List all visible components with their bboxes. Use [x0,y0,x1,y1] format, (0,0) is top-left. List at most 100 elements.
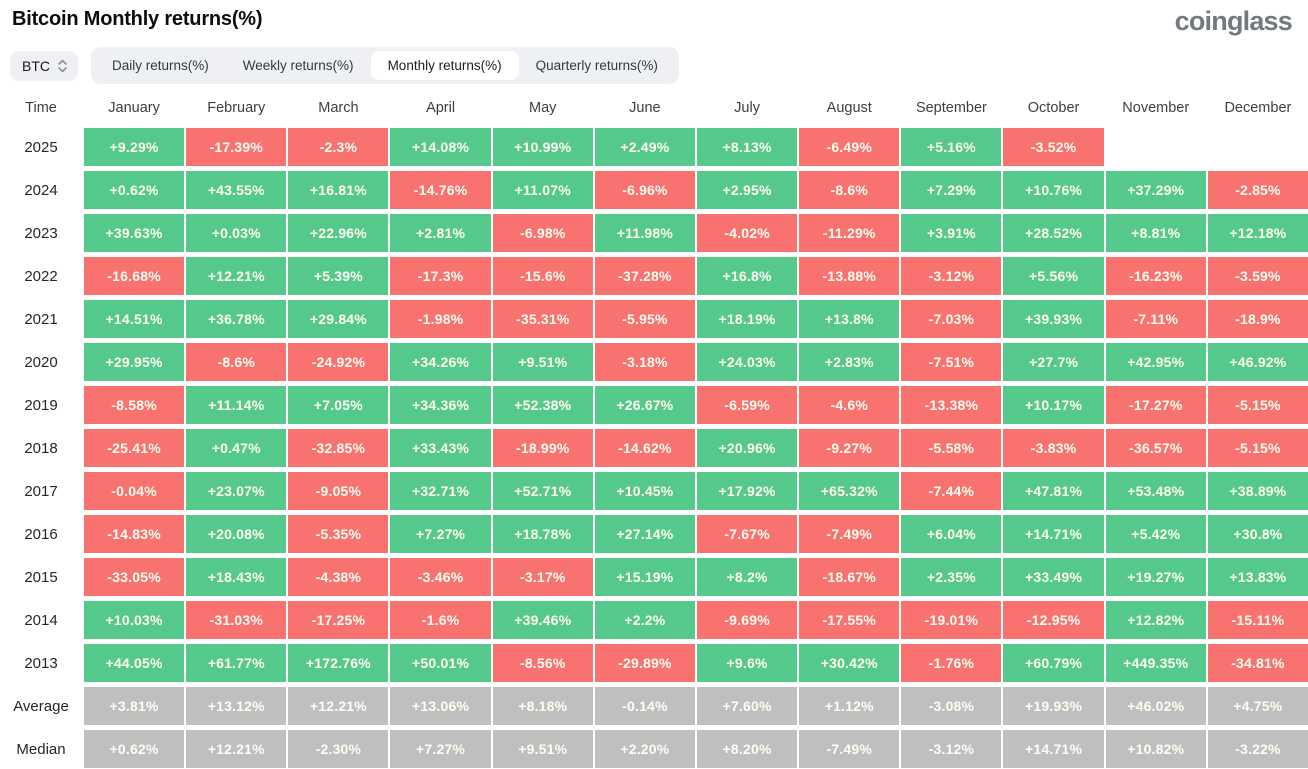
row-label-2024: 2024 [24,181,58,199]
cell-2020-september: -7.51% [901,343,1002,381]
cell-2017-december: +38.89% [1207,472,1308,510]
row-label-average: Average [13,697,69,715]
cell-median-february: +12.21% [186,730,287,768]
table-row-2016: 2016 -14.83% +20.08% -5.35% +7.27% +18.78% +27… [0,515,1308,553]
cell-2022-july: +16.8% [696,257,798,295]
cell-2017-november: +53.48% [1105,472,1206,510]
cell-2025-september: +5.16% [901,128,1002,166]
cell-2015-november: +19.27% [1105,558,1206,596]
column-header-november: November [1122,100,1190,116]
row-label-2021: 2021 [24,310,58,328]
cell-2015-september: +2.35% [901,558,1002,596]
cell-2013-january: +44.05% [84,644,185,682]
cell-2022-april: -17.3% [390,257,491,295]
cell-2017-may: +52.71% [492,472,593,510]
table-row-2023: 2023 +39.63% +0.03% +22.96% +2.81% -6.98% +11.… [0,214,1308,252]
cell-2014-december: -15.11% [1207,601,1308,639]
cell-2022-february: +12.21% [186,257,287,295]
cell-2013-september: -1.76% [901,644,1002,682]
row-label-2013: 2013 [24,654,58,672]
table-row-2024: 2024 +0.62% +43.55% +16.81% -14.76% +11.07% -6… [0,171,1308,209]
cell-2015-october: +33.49% [1003,558,1104,596]
column-header-may: May [529,100,557,116]
cell-2023-september: +3.91% [901,214,1002,252]
cell-2016-may: +18.78% [492,515,593,553]
cell-2018-may: -18.99% [492,429,593,467]
tab-weekly-returns[interactable]: Weekly returns(%) [242,58,354,73]
cell-median-june: +2.20% [594,730,695,768]
cell-2013-december: -34.81% [1207,644,1308,682]
cell-2015-may: -3.17% [492,558,593,596]
cell-2025-may: +10.99% [492,128,593,166]
tab-monthly-returns[interactable]: Monthly returns(%) [370,51,519,80]
cell-2014-september: -19.01% [901,601,1002,639]
table-row-2021: 2021 +14.51% +36.78% +29.84% -1.98% -35.31% -5… [0,300,1308,338]
cell-2021-october: +39.93% [1003,300,1104,338]
symbol-select[interactable]: BTC [10,50,78,81]
sort-updown-icon [57,58,68,74]
cell-2025-april: +14.08% [390,128,491,166]
cell-2022-october: +5.56% [1003,257,1104,295]
tab-quarterly-returns[interactable]: Quarterly returns(%) [535,58,658,73]
cell-2015-july: +8.2% [696,558,798,596]
cell-2022-march: +5.39% [288,257,389,295]
cell-average-may: +8.18% [492,687,593,725]
cell-2014-january: +10.03% [84,601,185,639]
cell-2020-july: +24.03% [696,343,798,381]
cell-2013-july: +9.6% [696,644,798,682]
cell-2019-may: +52.38% [492,386,593,424]
tab-daily-returns[interactable]: Daily returns(%) [112,58,209,73]
cell-2023-april: +2.81% [390,214,491,252]
column-header-june: June [629,100,661,116]
cell-2021-march: +29.84% [288,300,389,338]
cell-2020-november: +42.95% [1105,343,1206,381]
cell-2024-october: +10.76% [1003,171,1104,209]
row-label-2018: 2018 [24,439,58,457]
cell-2013-june: -29.89% [594,644,695,682]
cell-2015-august: -18.67% [799,558,900,596]
column-header-october: October [1027,100,1080,116]
cell-2020-january: +29.95% [84,343,185,381]
cell-2024-april: -14.76% [390,171,491,209]
cell-2022-january: -16.68% [84,257,185,295]
cell-median-march: -2.30% [288,730,389,768]
table-row-2015: 2015 -33.05% +18.43% -4.38% -3.46% -3.17% +15.… [0,558,1308,596]
column-header-march: March [318,100,359,116]
cell-2023-march: +22.96% [288,214,389,252]
page-title: Bitcoin Monthly returns(%) [12,8,263,30]
cell-2016-november: +5.42% [1105,515,1206,553]
cell-2017-october: +47.81% [1003,472,1104,510]
controls-bar: BTC Daily returns(%) Weekly returns(%) Mon… [10,47,1308,84]
cell-median-october: +14.71% [1003,730,1104,768]
cell-average-december: +4.75% [1207,687,1308,725]
table-row-2020: 2020 +29.95% -8.6% -24.92% +34.26% +9.51% -3.1… [0,343,1308,381]
cell-2021-november: -7.11% [1105,300,1206,338]
row-label-2023: 2023 [24,224,58,242]
cell-2024-march: +16.81% [288,171,389,209]
cell-2021-july: +18.19% [696,300,798,338]
cell-2024-december: -2.85% [1207,171,1308,209]
cell-2025-july: +8.13% [696,128,798,166]
column-header-april: April [426,100,456,116]
cell-median-august: -7.49% [799,730,900,768]
column-header-time: Time [25,100,57,116]
cell-2013-february: +61.77% [186,644,287,682]
cell-average-august: +1.12% [799,687,900,725]
cell-2019-february: +11.14% [186,386,287,424]
cell-average-july: +7.60% [696,687,798,725]
cell-2016-august: -7.49% [799,515,900,553]
cell-2015-december: +13.83% [1207,558,1308,596]
cell-2015-april: -3.46% [390,558,491,596]
table-body: 2025 +9.29% -17.39% -2.3% +14.08% +10.99% +2.4… [0,128,1308,768]
row-label-2016: 2016 [24,525,58,543]
cell-2025-january: +9.29% [84,128,185,166]
column-header-january: January [108,100,160,116]
cell-2024-june: -6.96% [594,171,695,209]
cell-2021-december: -18.9% [1207,300,1308,338]
cell-2023-july: -4.02% [696,214,798,252]
table-row-average: Average +3.81% +13.12% +12.21% +13.06% +8.18%… [0,687,1308,725]
cell-median-september: -3.12% [901,730,1002,768]
column-header-december: December [1224,100,1292,116]
cell-2018-september: -5.58% [901,429,1002,467]
table-row-2014: 2014 +10.03% -31.03% -17.25% -1.6% +39.46% +2.… [0,601,1308,639]
